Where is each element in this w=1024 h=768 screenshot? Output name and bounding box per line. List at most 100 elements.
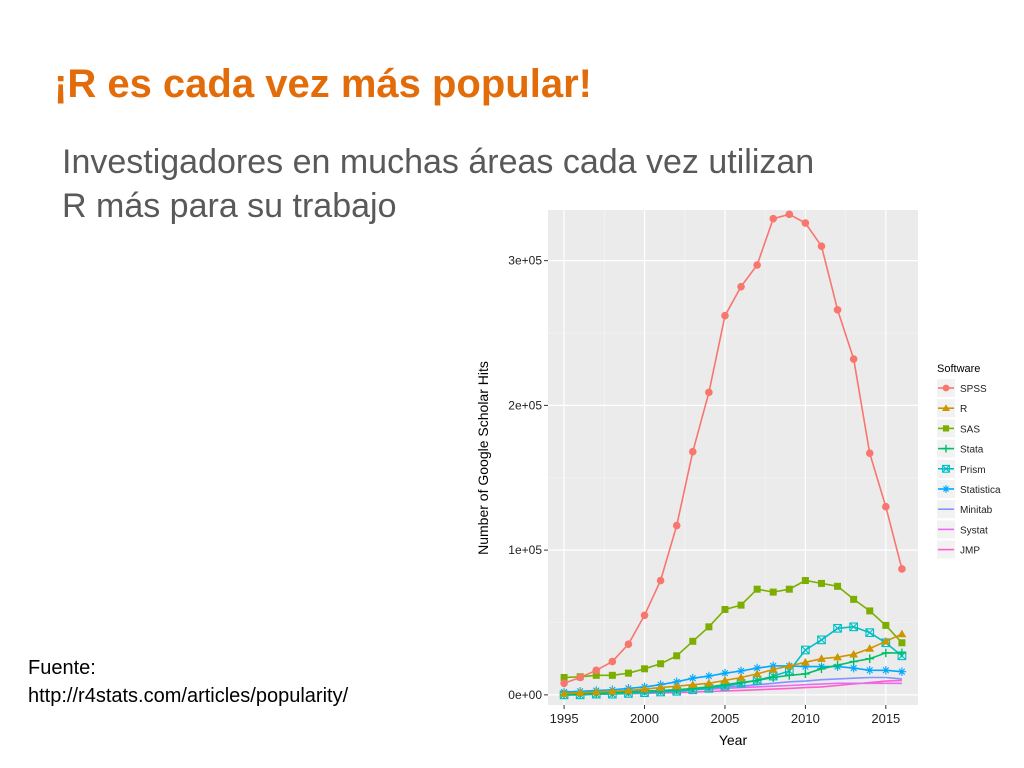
data-point-cross: [865, 628, 874, 637]
data-point: [800, 657, 810, 666]
data-point: [801, 669, 810, 679]
data-point: [849, 355, 858, 363]
legend-item-jmp: JMP: [937, 540, 980, 559]
data-point: [640, 684, 649, 693]
data-point: [785, 585, 793, 593]
subtitle-line-2: R más para su trabajo: [62, 187, 397, 225]
data-point: [736, 666, 746, 676]
data-point-box: [817, 635, 826, 645]
data-point: [942, 425, 950, 432]
series-spss: [560, 210, 906, 688]
series-line: [564, 652, 902, 696]
legend-item-minitab: Minitab: [937, 500, 993, 519]
data-point: [607, 686, 617, 695]
data-point: [657, 660, 665, 668]
data-point: [720, 675, 730, 684]
data-point: [689, 637, 697, 645]
legend-item-statistica: Statistica: [937, 480, 1001, 498]
data-point: [592, 666, 601, 675]
y-tick-label: 0e+00: [508, 688, 542, 702]
x-tick-label: 2000: [630, 711, 659, 726]
legend-item-r: R: [937, 399, 967, 418]
data-point: [865, 654, 875, 663]
data-point: [560, 674, 568, 681]
data-point: [641, 665, 649, 673]
popularity-line-chart: 1995 2000 2005 2010 2015 0e+00 1e+05 2e+05 3e+05…: [475, 210, 1001, 748]
legend-label: R: [960, 404, 967, 415]
data-point: [785, 210, 794, 219]
data-point: [866, 607, 874, 615]
data-point: [898, 565, 906, 573]
series-line: [564, 579, 903, 679]
data-point: [833, 660, 842, 670]
y-tick-label: 2e+05: [508, 398, 542, 412]
x-axis-title: Year: [719, 732, 748, 748]
data-point: [833, 623, 842, 633]
y-tick-label: 1e+05: [508, 543, 542, 557]
data-point-cross: [817, 635, 826, 645]
data-point: [942, 404, 950, 411]
data-point: [737, 601, 745, 609]
data-point: [721, 605, 729, 613]
data-point: [576, 673, 584, 682]
data-point: [753, 585, 761, 593]
data-point: [785, 671, 794, 680]
data-point: [865, 644, 875, 652]
grid-lines: [548, 210, 918, 705]
data-point: [817, 654, 826, 662]
y-axis-title: Number of Google Scholar Hits: [475, 361, 491, 555]
data-point: [882, 502, 890, 511]
slide-subtitle: Investigadores en muchas áreas cada vez …: [62, 140, 814, 228]
data-point: [688, 447, 697, 456]
legend-item-stata: Stata: [937, 439, 984, 458]
data-point: [672, 681, 682, 690]
data-point: [704, 678, 714, 687]
source-note: Fuente: http://r4stats.com/articles/popu…: [28, 654, 348, 710]
data-point: [736, 673, 746, 681]
data-point: [673, 652, 681, 660]
data-point: [704, 671, 714, 681]
data-point: [705, 623, 713, 631]
data-point-cross: [942, 465, 950, 473]
x-tick-label: 1995: [550, 711, 579, 726]
legend-label: Minitab: [960, 505, 993, 516]
data-point: [575, 688, 585, 696]
series-line: [563, 213, 903, 685]
data-point: [801, 645, 810, 655]
data-point: [801, 662, 810, 671]
data-point: [656, 683, 666, 691]
data-point: [897, 667, 907, 677]
subtitle-line-1: Investigadores en muchas áreas cada vez …: [62, 143, 815, 181]
data-point: [833, 652, 842, 661]
data-point-cross: [833, 624, 842, 633]
legend-label: Statistica: [960, 485, 1001, 496]
legend-label: Stata: [960, 445, 984, 456]
data-point: [559, 689, 569, 697]
source-url: http://r4stats.com/articles/popularity/: [28, 685, 349, 707]
series-line: [564, 665, 902, 693]
data-point: [881, 636, 891, 645]
data-point: [737, 282, 745, 291]
data-point: [849, 663, 858, 673]
data-point: [672, 521, 681, 530]
data-point-box: [833, 623, 842, 633]
data-point: [752, 676, 762, 685]
data-point: [865, 449, 874, 457]
data-point: [688, 680, 698, 688]
data-point: [768, 665, 778, 673]
data-point: [705, 388, 713, 397]
legend-item-prism: Prism: [937, 459, 986, 478]
data-point: [881, 665, 891, 675]
x-tick-label: 2005: [710, 711, 739, 726]
legend-label: SAS: [960, 424, 980, 435]
data-point: [753, 261, 761, 269]
data-point: [720, 668, 730, 678]
data-point: [865, 628, 875, 637]
data-point: [942, 384, 950, 392]
data-point: [784, 661, 794, 670]
x-tick-label: 2015: [871, 711, 900, 726]
data-point: [817, 242, 826, 250]
series-lines: [559, 210, 907, 700]
data-point-box: [865, 628, 875, 637]
data-point: [942, 444, 950, 453]
